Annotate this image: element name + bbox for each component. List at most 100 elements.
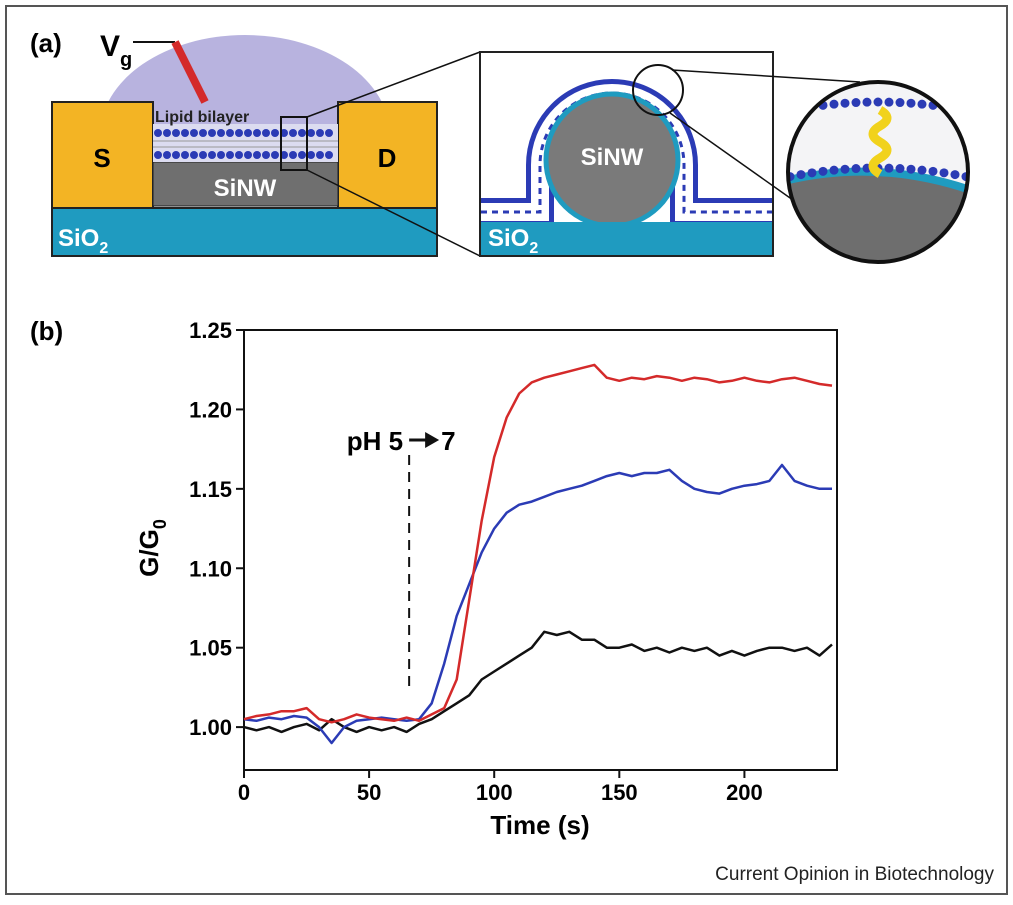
annotation-arrowhead xyxy=(425,432,440,448)
lipid-head xyxy=(172,129,180,137)
lipid-head xyxy=(840,98,850,108)
x-tick-label: 0 xyxy=(238,780,250,805)
lipid-head xyxy=(884,97,894,107)
lipid-head xyxy=(895,164,905,174)
credit: Current Opinion in Biotechnology xyxy=(715,864,994,885)
lipid-head xyxy=(316,129,324,137)
lipid-head xyxy=(796,104,806,114)
lipid-head xyxy=(253,129,261,137)
series-line xyxy=(243,363,833,724)
oxide-sub: 2 xyxy=(99,240,108,257)
lipid-head xyxy=(181,129,189,137)
annotation-from: pH 5 xyxy=(347,426,403,456)
lipid-head xyxy=(906,98,916,108)
panel-label: (b) xyxy=(30,316,63,346)
lipid-label: Lipid bilayer xyxy=(155,109,249,126)
lipid-head xyxy=(172,151,180,159)
series-line xyxy=(243,463,832,745)
y-tick-label: 1.10 xyxy=(189,556,232,581)
zoom-oxide-label: SiO2 xyxy=(488,225,538,257)
y-tick-label: 1.15 xyxy=(189,477,232,502)
lipid-head xyxy=(217,129,225,137)
gate-label: Vg xyxy=(100,30,132,71)
lipid-head xyxy=(788,106,795,116)
x-tick-label: 100 xyxy=(476,780,513,805)
lipid-head xyxy=(217,151,225,159)
y-label-text: G/G xyxy=(134,529,164,577)
lipid-head xyxy=(325,151,333,159)
y-tick-label: 1.25 xyxy=(189,318,232,343)
lipid-head xyxy=(190,151,198,159)
series-line xyxy=(243,630,833,734)
drain-label: D xyxy=(378,143,397,173)
x-tick-label: 150 xyxy=(601,780,638,805)
lipid-head xyxy=(289,151,297,159)
lipid-head xyxy=(950,104,960,114)
lipid-head xyxy=(271,151,279,159)
lipid-head xyxy=(829,99,839,109)
lipid-head xyxy=(262,151,270,159)
lipid-head xyxy=(840,164,850,174)
lipid-head xyxy=(884,163,894,173)
zoom-wire-label: SiNW xyxy=(581,144,644,171)
lipid-head xyxy=(950,170,960,180)
lipid-head xyxy=(307,151,315,159)
lipid-head xyxy=(289,129,297,137)
lipid-head xyxy=(163,129,171,137)
lipid-head xyxy=(298,129,306,137)
lipid-head xyxy=(190,129,198,137)
zoom-oxide-text: SiO xyxy=(488,225,529,252)
lipid-head xyxy=(873,97,883,107)
y-axis-label: G/G0 xyxy=(134,519,170,577)
lipid-head xyxy=(208,129,216,137)
lipid-head xyxy=(851,164,861,174)
device-diagram xyxy=(51,35,481,257)
lipid-head xyxy=(325,129,333,137)
lipid-head xyxy=(906,164,916,174)
lipid-head xyxy=(154,129,162,137)
lipid-head xyxy=(199,151,207,159)
lipid-head xyxy=(244,129,252,137)
annotation-to: 7 xyxy=(441,426,455,456)
lipid-head xyxy=(154,151,162,159)
lipid-head xyxy=(928,166,938,176)
plot-frame xyxy=(243,329,838,771)
y-label-sub: 0 xyxy=(150,519,170,529)
lipid-head xyxy=(796,170,806,180)
lipid-head xyxy=(271,129,279,137)
zoom-oxide-sub: 2 xyxy=(529,240,538,257)
lipid-head xyxy=(199,129,207,137)
lipid-head xyxy=(235,151,243,159)
lipid-head xyxy=(818,166,828,176)
lipid-head xyxy=(307,129,315,137)
lipid-head xyxy=(316,151,324,159)
x-tick-label: 200 xyxy=(726,780,763,805)
lipid-head xyxy=(895,98,905,108)
y-tick-label: 1.05 xyxy=(189,636,232,661)
wire-label: SiNW xyxy=(214,175,277,202)
y-tick-label: 1.20 xyxy=(189,397,232,422)
lipid-head xyxy=(961,106,968,116)
lipid-head xyxy=(208,151,216,159)
lipid-head xyxy=(226,151,234,159)
lipid-head xyxy=(298,151,306,159)
oxide-text: SiO xyxy=(58,225,99,252)
lipid-head xyxy=(244,151,252,159)
lipid-head xyxy=(807,168,817,178)
oxide-label: SiO2 xyxy=(58,225,108,257)
lipid-head xyxy=(917,165,927,175)
lipid-head xyxy=(862,97,872,107)
lipid-head xyxy=(181,151,189,159)
lipid-head xyxy=(262,129,270,137)
lipid-head xyxy=(226,129,234,137)
panel-label: (a) xyxy=(30,28,62,58)
gate-text: V xyxy=(100,30,120,63)
lipid-head xyxy=(829,165,839,175)
frame xyxy=(5,5,1008,895)
lipid-head xyxy=(917,99,927,109)
lipid-head xyxy=(163,151,171,159)
zoom-diagram xyxy=(479,51,970,264)
lipid-head xyxy=(235,129,243,137)
